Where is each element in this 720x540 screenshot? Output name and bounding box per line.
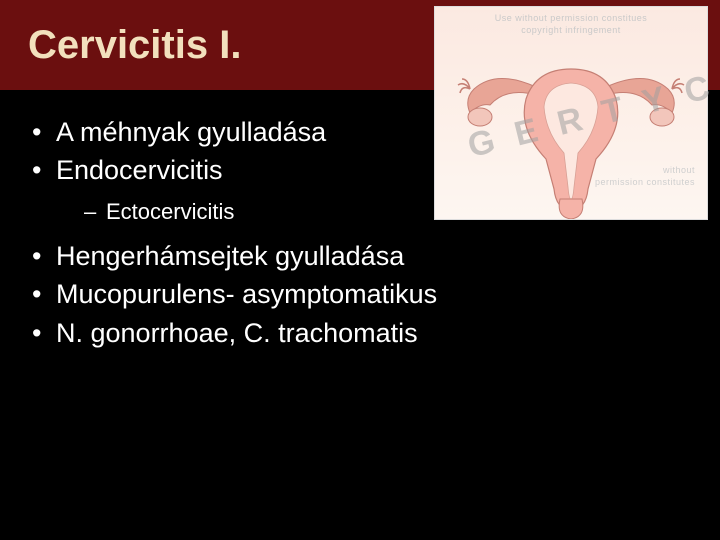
- bullet-dot-icon: •: [30, 315, 56, 351]
- bullet-text: Hengerhámsejtek gyulladása: [56, 238, 404, 274]
- bullet-dash-icon: –: [84, 195, 106, 228]
- bullet-dot-icon: •: [30, 152, 56, 188]
- bullet-item: • Endocervicitis: [30, 152, 700, 188]
- bullet-text: Endocervicitis: [56, 152, 223, 188]
- watermark-top-2: copyright infringement: [521, 25, 621, 35]
- bullet-text: A méhnyak gyulladása: [56, 114, 326, 150]
- bullet-text: Mucopurulens- asymptomatikus: [56, 276, 437, 312]
- bullet-item: • A méhnyak gyulladása: [30, 114, 700, 150]
- bullet-item: • N. gonorrhoae, C. trachomatis: [30, 315, 700, 351]
- bullet-dot-icon: •: [30, 238, 56, 274]
- bullet-dot-icon: •: [30, 114, 56, 150]
- slide-title: Cervicitis I.: [28, 23, 241, 68]
- bullet-text: N. gonorrhoae, C. trachomatis: [56, 315, 418, 351]
- sub-bullet-text: Ectocervicitis: [106, 195, 234, 228]
- bullet-content: • A méhnyak gyulladása • Endocervicitis …: [30, 114, 700, 353]
- bullet-dot-icon: •: [30, 276, 56, 312]
- bullet-item: • Mucopurulens- asymptomatikus: [30, 276, 700, 312]
- watermark-top-1: Use without permission constitues: [495, 13, 648, 23]
- bullet-item: • Hengerhámsejtek gyulladása: [30, 238, 700, 274]
- sub-bullet-item: – Ectocervicitis: [84, 195, 700, 228]
